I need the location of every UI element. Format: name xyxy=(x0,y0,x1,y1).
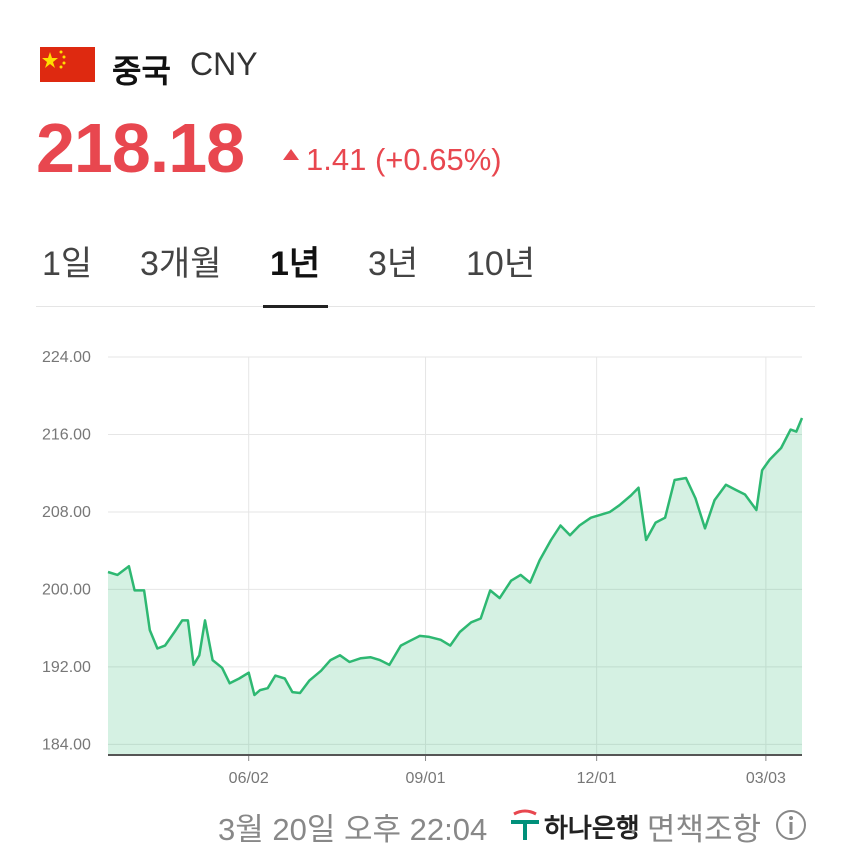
flag-stars xyxy=(42,50,66,69)
currency-code: CNY xyxy=(190,46,258,82)
y-tick-label: 200.00 xyxy=(42,581,91,598)
info-icon[interactable] xyxy=(774,808,808,840)
y-tick-label: 216.00 xyxy=(42,426,91,443)
x-tick-label: 06/02 xyxy=(229,770,269,787)
area xyxy=(108,418,802,755)
country: 중국 xyxy=(112,53,171,89)
bank-name[interactable]: 하나은행 xyxy=(544,813,640,843)
disclaimer[interactable]: · 면책조항 xyxy=(628,812,762,847)
tab[interactable]: 10년 xyxy=(466,245,536,283)
y-tick-label: 224.00 xyxy=(42,349,91,366)
price: 218.18 xyxy=(36,109,245,187)
tab[interactable]: 1일 xyxy=(42,245,93,283)
x-tick-label: 12/01 xyxy=(577,770,617,787)
tab[interactable]: 3년 xyxy=(368,245,419,283)
bank-logo xyxy=(511,809,539,840)
x-tick-label: 03/03 xyxy=(746,770,786,787)
up-arrow xyxy=(283,149,299,160)
line xyxy=(107,417,804,697)
price-change: 1.41 (+0.65%) xyxy=(306,142,502,177)
flag xyxy=(40,47,95,82)
y-tick-label: 192.00 xyxy=(42,659,91,676)
x-tick-label: 09/01 xyxy=(406,770,446,787)
timestamp: 3월 20일 오후 22:04 xyxy=(218,812,488,847)
tab-underline xyxy=(263,305,328,308)
y-tick-label: 208.00 xyxy=(42,504,91,521)
y-tick-label: 184.00 xyxy=(42,736,91,753)
tab[interactable]: 3개월 xyxy=(140,245,222,283)
tab[interactable]: 1년 xyxy=(270,245,321,283)
divider xyxy=(36,306,815,307)
